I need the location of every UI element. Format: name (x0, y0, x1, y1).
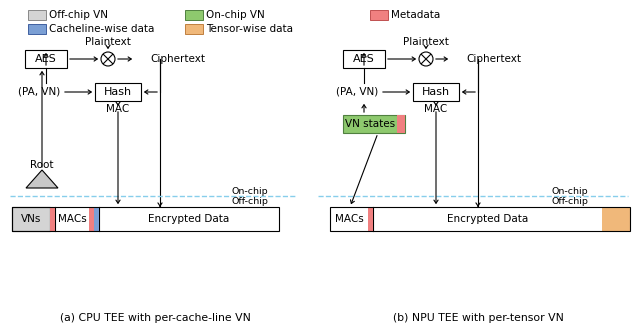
Text: AES: AES (35, 54, 57, 64)
Bar (185, 24, 203, 34)
Text: Plaintext: Plaintext (85, 37, 131, 47)
Text: MACs: MACs (335, 214, 364, 224)
Bar (28, 10, 46, 20)
Text: Off-chip VN: Off-chip VN (49, 10, 108, 20)
Bar (99, 207, 279, 231)
Text: Cacheline-wise data: Cacheline-wise data (49, 24, 154, 34)
Text: (PA, VN): (PA, VN) (18, 87, 60, 97)
Text: VN states: VN states (345, 119, 395, 129)
Bar (50, 207, 55, 231)
Bar (185, 10, 203, 20)
Bar (368, 207, 373, 231)
Circle shape (101, 52, 115, 66)
Bar (370, 10, 388, 20)
Text: On-chip: On-chip (232, 186, 269, 195)
Bar (373, 207, 602, 231)
Bar (12, 207, 50, 231)
Text: Hash: Hash (104, 87, 132, 97)
Text: MAC: MAC (424, 104, 447, 114)
Bar (12, 207, 279, 231)
Text: Plaintext: Plaintext (403, 37, 449, 47)
Bar (602, 207, 630, 231)
Text: VNs: VNs (21, 214, 41, 224)
Circle shape (419, 52, 433, 66)
Bar (89, 207, 94, 231)
Bar (343, 115, 405, 133)
Bar (55, 207, 89, 231)
Bar (343, 50, 385, 68)
Bar (413, 83, 459, 101)
Bar (95, 83, 141, 101)
Text: (a) CPU TEE with per-cache-line VN: (a) CPU TEE with per-cache-line VN (60, 313, 250, 323)
Text: AES: AES (353, 54, 375, 64)
Text: MAC: MAC (106, 104, 130, 114)
Text: Tensor-wise data: Tensor-wise data (206, 24, 293, 34)
Polygon shape (26, 170, 58, 188)
Text: Off-chip: Off-chip (551, 196, 588, 206)
Bar (25, 50, 67, 68)
Text: Off-chip: Off-chip (232, 196, 269, 206)
Text: Encrypted Data: Encrypted Data (447, 214, 528, 224)
Text: Ciphertext: Ciphertext (466, 54, 521, 64)
Text: On-chip: On-chip (551, 186, 588, 195)
Text: Encrypted Data: Encrypted Data (148, 214, 230, 224)
Text: (PA, VN): (PA, VN) (336, 87, 378, 97)
Text: Root: Root (30, 160, 54, 170)
Text: Metadata: Metadata (391, 10, 440, 20)
Bar (330, 207, 630, 231)
Text: MACs: MACs (58, 214, 86, 224)
Bar (28, 24, 46, 34)
Text: Ciphertext: Ciphertext (150, 54, 205, 64)
Bar (330, 207, 368, 231)
Text: Hash: Hash (422, 87, 450, 97)
Text: (b) NPU TEE with per-tensor VN: (b) NPU TEE with per-tensor VN (392, 313, 563, 323)
Text: On-chip VN: On-chip VN (206, 10, 265, 20)
Bar (397, 115, 405, 133)
Bar (94, 207, 99, 231)
